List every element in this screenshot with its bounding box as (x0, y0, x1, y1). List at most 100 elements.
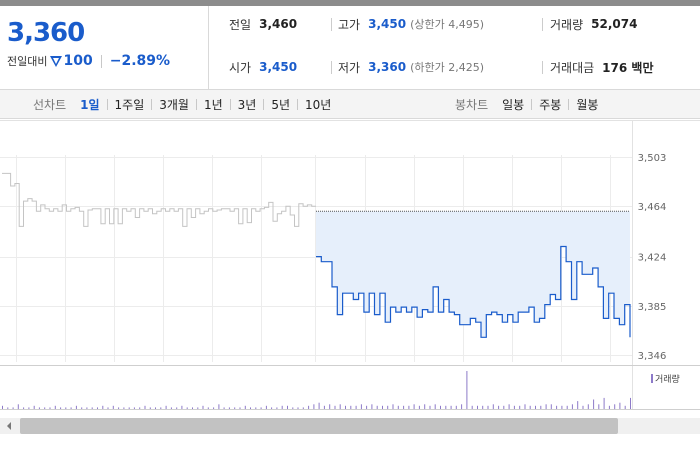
low-value: 3,360 (368, 60, 407, 74)
volume-bar (23, 407, 25, 409)
volume-bar (260, 407, 262, 409)
volume-bar (244, 405, 246, 409)
prev-close-label: 전일 (229, 17, 252, 32)
series-previous-line (2, 172, 316, 227)
volume-bar (603, 397, 605, 409)
volume-bar (28, 407, 30, 409)
volume-bar (556, 405, 558, 409)
volume-bar (123, 407, 125, 409)
low-label: 저가 (338, 60, 361, 75)
volume-bar (192, 407, 193, 409)
volume-bar (440, 405, 441, 409)
volume-bar (234, 407, 236, 409)
volume-legend-swatch (651, 374, 653, 383)
volume-bar (477, 405, 478, 409)
volume-bar (408, 405, 410, 409)
y-tick-label: 3,464 (638, 202, 667, 213)
scroll-left-arrow[interactable] (0, 418, 17, 434)
volume-bar (513, 405, 515, 409)
volume-bar (128, 407, 130, 409)
volume-bar (44, 407, 46, 409)
tab-10y[interactable]: 10년 (305, 98, 332, 112)
volume-bar (33, 405, 35, 409)
volume-bar (17, 404, 19, 410)
volume-bar (561, 405, 563, 409)
volume-bar (149, 407, 151, 409)
volume-bar (630, 397, 631, 409)
volume-bar (619, 402, 621, 409)
y-tick-label: 3,424 (638, 253, 667, 264)
volume-bar (550, 404, 552, 410)
volume-bar (434, 404, 436, 410)
tab-1y[interactable]: 1년 (203, 98, 223, 112)
series-current-area (316, 211, 630, 338)
upper-limit: (상한가 4,495) (410, 18, 484, 31)
chart-scrollbar[interactable] (0, 418, 700, 434)
volume-bar (181, 405, 183, 409)
tab-1w[interactable]: 1주일 (114, 98, 145, 112)
tab-3y[interactable]: 3년 (237, 98, 257, 112)
volume-bar (144, 405, 146, 409)
volume-bar (213, 407, 215, 409)
volume-bar (582, 405, 584, 409)
y-tick-label: 3,503 (638, 153, 667, 164)
volume-bar (371, 404, 373, 410)
volume-bar (429, 405, 431, 409)
volume-legend-label: 거래량 (655, 375, 680, 385)
volume-bar (186, 407, 188, 409)
volume-bar (424, 404, 426, 410)
volume-bar (107, 407, 109, 409)
divider (331, 18, 332, 31)
tab-divider (568, 99, 570, 110)
tab-daily[interactable]: 일봉 (502, 98, 525, 112)
line-chart-tabs: 선차트 1일 1주일 3개월 1년 3년 5년 10년 (33, 90, 331, 119)
tab-divider (297, 99, 299, 110)
volume-bar (392, 404, 394, 410)
open-value: 3,450 (259, 60, 298, 74)
tab-5y[interactable]: 5년 (271, 98, 291, 112)
prev-close-value: 3,460 (259, 17, 298, 31)
volume-bar (302, 407, 304, 409)
volume-bar (155, 407, 156, 409)
open-label: 시가 (229, 60, 252, 75)
volume-bar (545, 404, 547, 410)
tab-1d[interactable]: 1일 (80, 98, 100, 112)
volume-bar (503, 405, 505, 409)
top-border (0, 0, 700, 6)
volume-bar (7, 407, 9, 409)
tab-weekly[interactable]: 주봉 (539, 98, 562, 112)
volume-bar (102, 405, 104, 409)
volume-bar (118, 407, 120, 409)
volume-bar (566, 405, 568, 409)
tab-3m[interactable]: 3개월 (159, 98, 189, 112)
volume-bar (413, 404, 415, 410)
volume-bar (587, 404, 589, 410)
chart-period-tabs: 선차트 1일 1주일 3개월 1년 3년 5년 10년 봉차트 일봉 주봉 월봉 (0, 90, 700, 119)
volume-bar (455, 405, 457, 409)
divider (542, 18, 543, 31)
volume-bar (529, 405, 531, 409)
volume-bar (65, 407, 67, 409)
volume-bar (334, 405, 336, 409)
volume-bar (313, 404, 315, 410)
trade-amount-label: 거래대금 (550, 60, 595, 75)
volume-bar (54, 405, 56, 409)
scroll-thumb[interactable] (20, 418, 618, 434)
volume-bar (223, 407, 225, 409)
candle-chart-title: 봉차트 (455, 98, 489, 112)
y-tick-label: 3,385 (638, 302, 667, 313)
volume-bar (2, 405, 3, 409)
volume-bar (571, 404, 573, 410)
volume-bar (508, 404, 510, 410)
tab-monthly[interactable]: 월봉 (576, 98, 599, 112)
volume-bar (323, 405, 325, 409)
price-chart[interactable]: 3,503 3,464 3,424 3,385 3,346 거래량 (0, 120, 700, 418)
volume-bar (540, 405, 542, 409)
tab-divider (229, 99, 231, 110)
volume-bar (466, 371, 468, 409)
volume-bar (170, 407, 172, 409)
volume-legend: 거래량 (651, 372, 680, 385)
volume-bar (70, 407, 72, 409)
volume-bar (487, 405, 489, 409)
volume-bar (329, 404, 331, 410)
